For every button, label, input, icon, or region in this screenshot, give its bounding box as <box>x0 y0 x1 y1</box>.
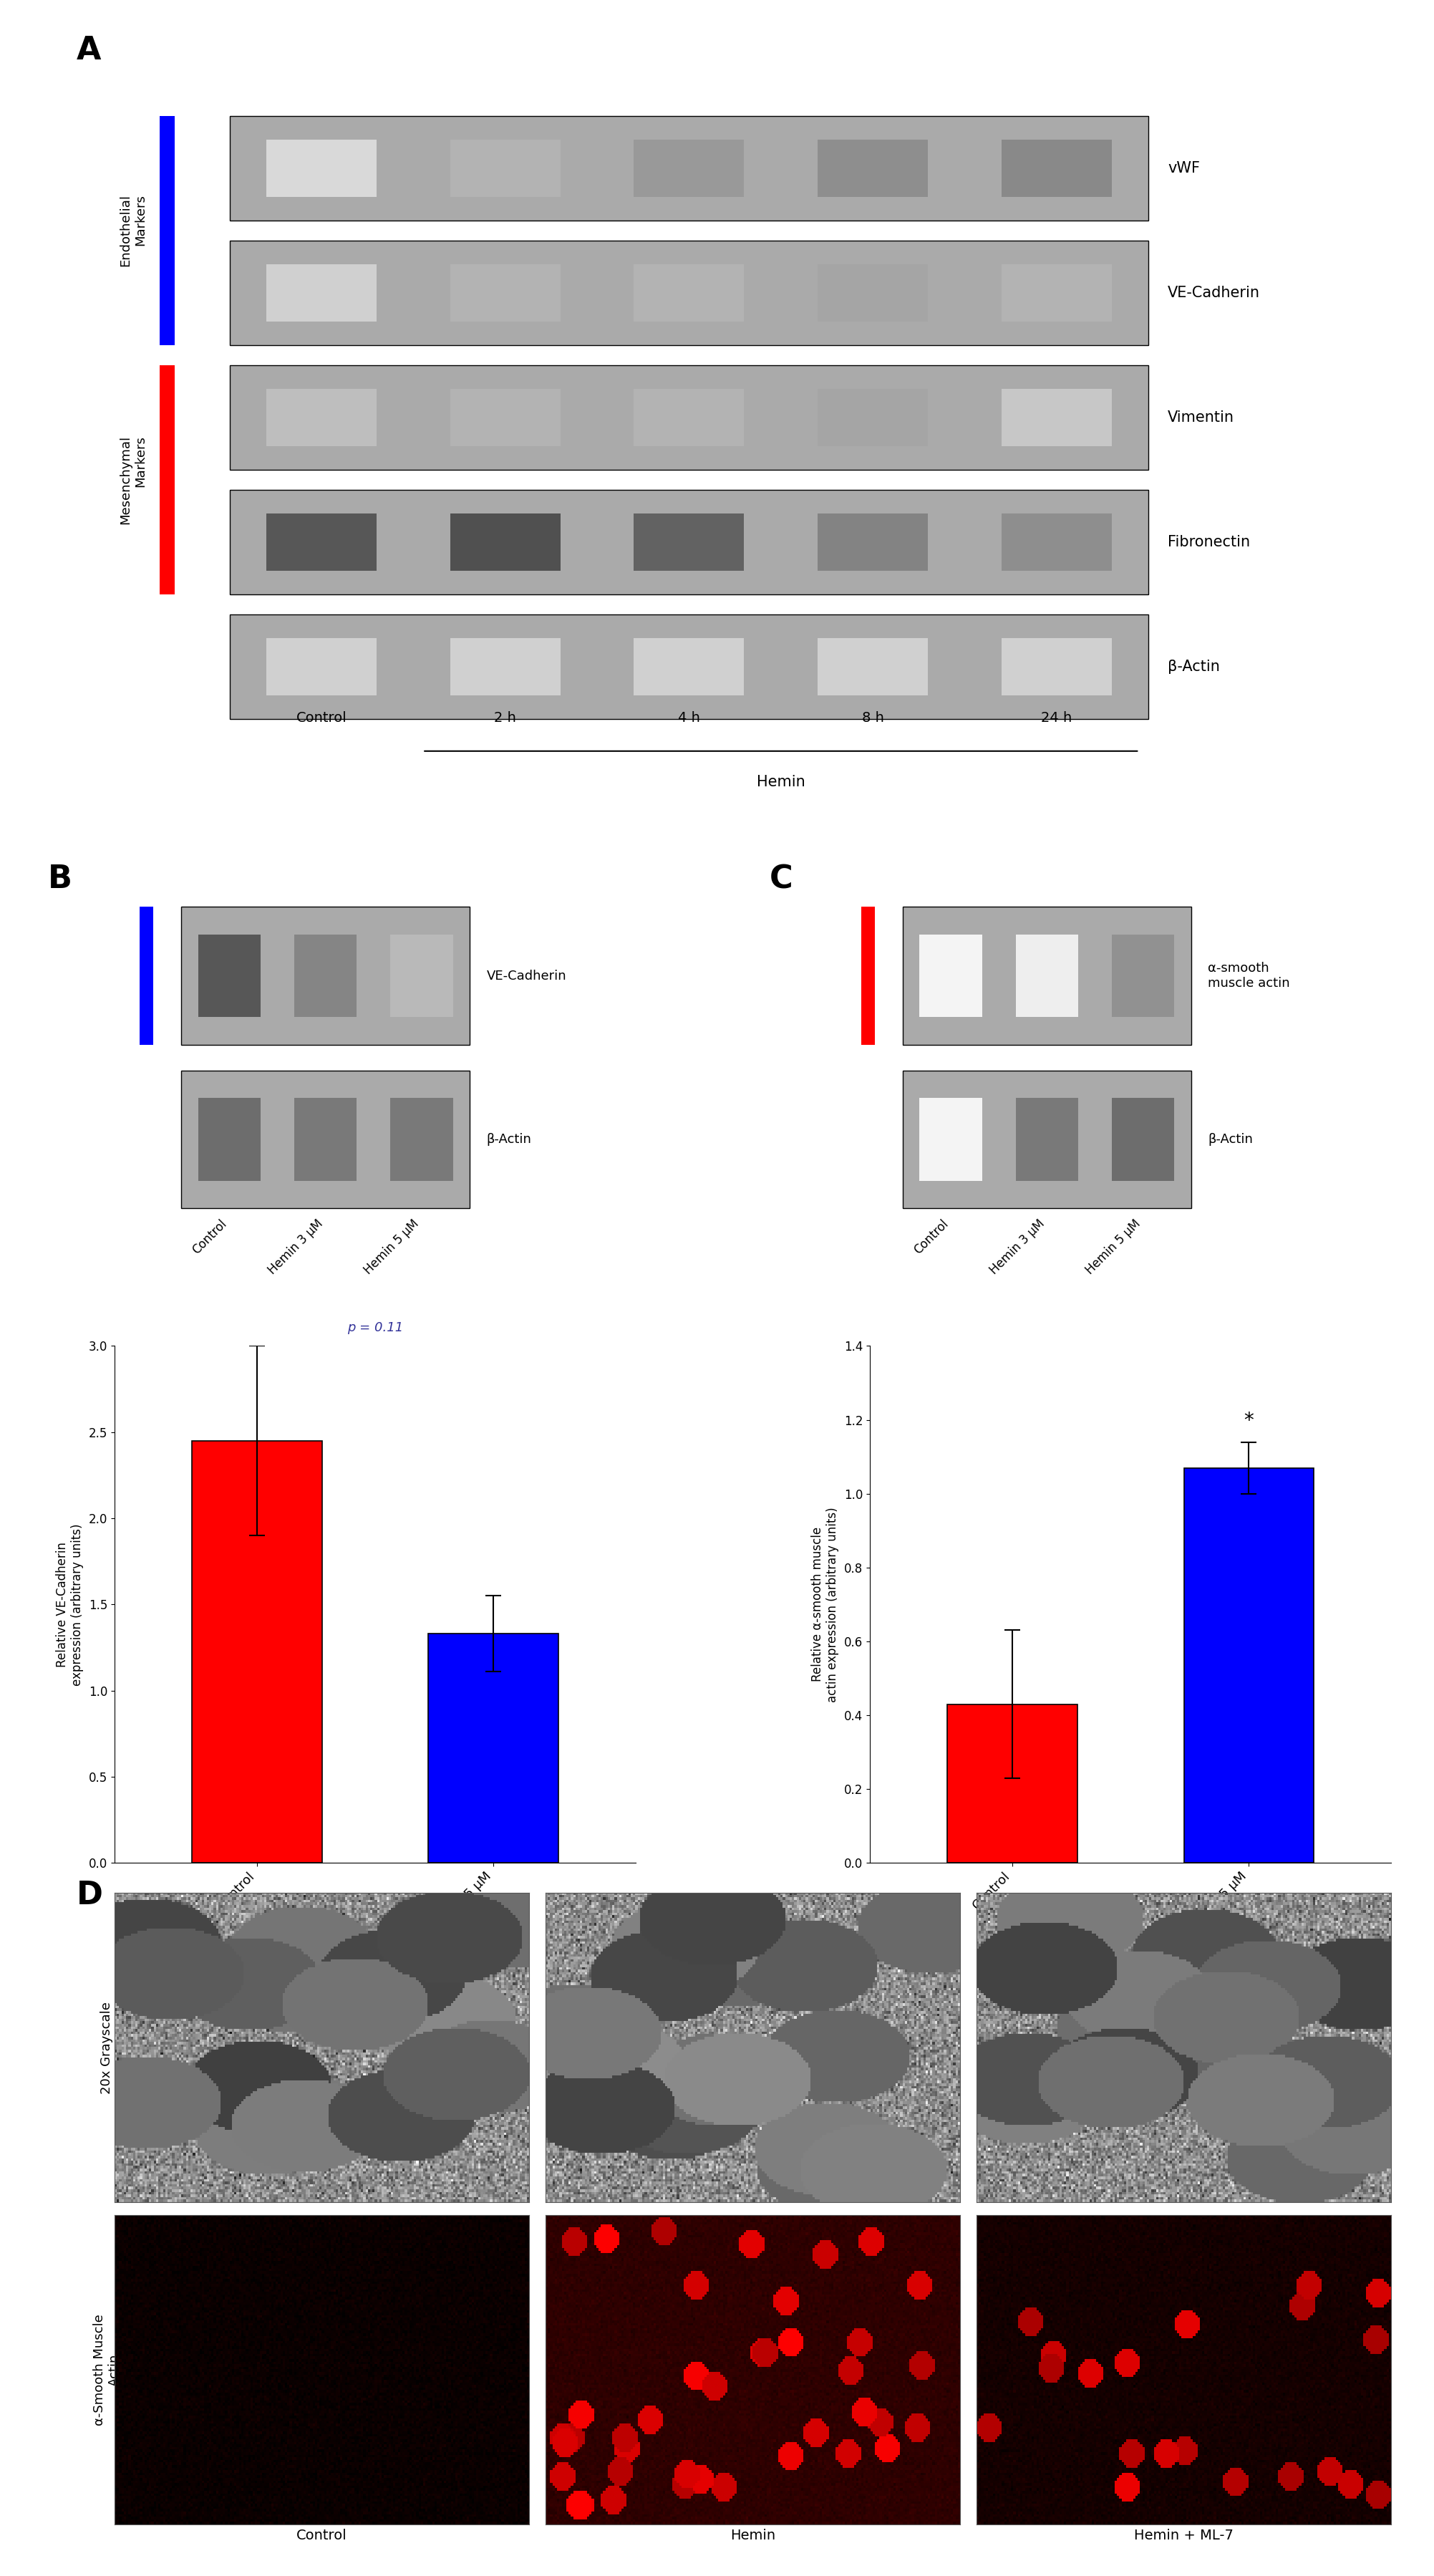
Text: β-Actin: β-Actin <box>486 1133 532 1146</box>
Bar <box>450 513 561 572</box>
Bar <box>946 1705 1077 1862</box>
Text: B: B <box>49 863 73 894</box>
Y-axis label: 20x Grayscale: 20x Grayscale <box>100 2002 113 2094</box>
Bar <box>267 139 377 196</box>
Bar <box>860 907 875 1046</box>
Bar <box>1111 1097 1174 1180</box>
Bar <box>229 616 1149 719</box>
Text: A: A <box>76 36 102 67</box>
Bar <box>229 366 1149 469</box>
Text: D: D <box>76 1880 103 1911</box>
Bar <box>817 639 928 696</box>
Text: Control: Control <box>297 711 347 724</box>
Bar <box>634 639 744 696</box>
Text: p = 0.11: p = 0.11 <box>347 1321 403 1334</box>
Y-axis label: Relative α-smooth muscle
actin expression (arbitrary units): Relative α-smooth muscle actin expressio… <box>812 1507 839 1703</box>
Bar <box>192 1440 321 1862</box>
Bar <box>1111 935 1174 1018</box>
Text: β-Actin: β-Actin <box>1207 1133 1253 1146</box>
Bar <box>919 935 982 1018</box>
Text: C: C <box>770 863 793 894</box>
Text: α-smooth
muscle actin: α-smooth muscle actin <box>1207 961 1291 989</box>
Bar <box>267 263 377 322</box>
Bar <box>294 1097 357 1180</box>
Bar <box>181 1072 470 1208</box>
Bar <box>450 139 561 196</box>
Bar <box>181 907 470 1046</box>
Bar <box>294 935 357 1018</box>
Bar <box>919 1097 982 1180</box>
Bar <box>229 240 1149 345</box>
Text: Hemin 3 μM: Hemin 3 μM <box>265 1216 326 1278</box>
Bar <box>1015 935 1078 1018</box>
Bar <box>1001 389 1111 446</box>
Text: Endothelial
Markers: Endothelial Markers <box>119 193 146 265</box>
X-axis label: Hemin: Hemin <box>730 2530 776 2543</box>
Bar <box>634 513 744 572</box>
Bar <box>198 935 261 1018</box>
Bar <box>634 263 744 322</box>
Bar <box>1001 139 1111 196</box>
Bar <box>390 935 453 1018</box>
Y-axis label: α-Smooth Muscle
Actin: α-Smooth Muscle Actin <box>93 2313 120 2427</box>
Text: Hemin 5 μM: Hemin 5 μM <box>361 1216 422 1278</box>
Bar <box>1001 263 1111 322</box>
Bar <box>390 1097 453 1180</box>
Text: Hemin 5 μM: Hemin 5 μM <box>1084 1216 1143 1278</box>
Text: VE-Cadherin: VE-Cadherin <box>1167 286 1260 299</box>
Text: Hemin: Hemin <box>757 775 804 788</box>
Bar <box>1001 513 1111 572</box>
X-axis label: Control: Control <box>297 2530 347 2543</box>
Bar <box>229 489 1149 595</box>
Bar <box>817 513 928 572</box>
Text: Hemin 3 μM: Hemin 3 μM <box>987 1216 1047 1278</box>
Text: Control: Control <box>912 1216 951 1257</box>
Bar <box>267 389 377 446</box>
Bar <box>902 907 1192 1046</box>
Bar <box>1001 639 1111 696</box>
Bar <box>429 1633 559 1862</box>
Text: 4 h: 4 h <box>678 711 700 724</box>
Bar <box>902 1072 1192 1208</box>
Bar <box>229 116 1149 222</box>
Bar <box>817 139 928 196</box>
Bar <box>450 639 561 696</box>
Bar <box>817 263 928 322</box>
Bar <box>450 263 561 322</box>
Y-axis label: Relative VE-Cadherin
expression (arbitrary units): Relative VE-Cadherin expression (arbitra… <box>56 1522 85 1685</box>
Text: Vimentin: Vimentin <box>1167 410 1235 425</box>
Text: Fibronectin: Fibronectin <box>1167 536 1250 549</box>
Bar <box>817 389 928 446</box>
Bar <box>198 1097 261 1180</box>
Bar <box>634 139 744 196</box>
Bar <box>159 366 175 595</box>
Text: vWF: vWF <box>1167 160 1200 175</box>
Text: VE-Cadherin: VE-Cadherin <box>486 969 566 981</box>
Text: Control: Control <box>189 1216 229 1257</box>
Text: Mesenchymal
Markers: Mesenchymal Markers <box>119 435 146 523</box>
Text: 8 h: 8 h <box>862 711 883 724</box>
Bar <box>139 907 153 1046</box>
X-axis label: Hemin + ML-7: Hemin + ML-7 <box>1134 2530 1233 2543</box>
Bar <box>1184 1468 1314 1862</box>
Text: *: * <box>1243 1412 1253 1430</box>
Bar <box>634 389 744 446</box>
Text: 2 h: 2 h <box>495 711 516 724</box>
Bar <box>159 116 175 345</box>
Bar <box>267 639 377 696</box>
Bar <box>450 389 561 446</box>
Bar <box>267 513 377 572</box>
Text: β-Actin: β-Actin <box>1167 659 1220 675</box>
Text: 24 h: 24 h <box>1041 711 1073 724</box>
Bar <box>1015 1097 1078 1180</box>
